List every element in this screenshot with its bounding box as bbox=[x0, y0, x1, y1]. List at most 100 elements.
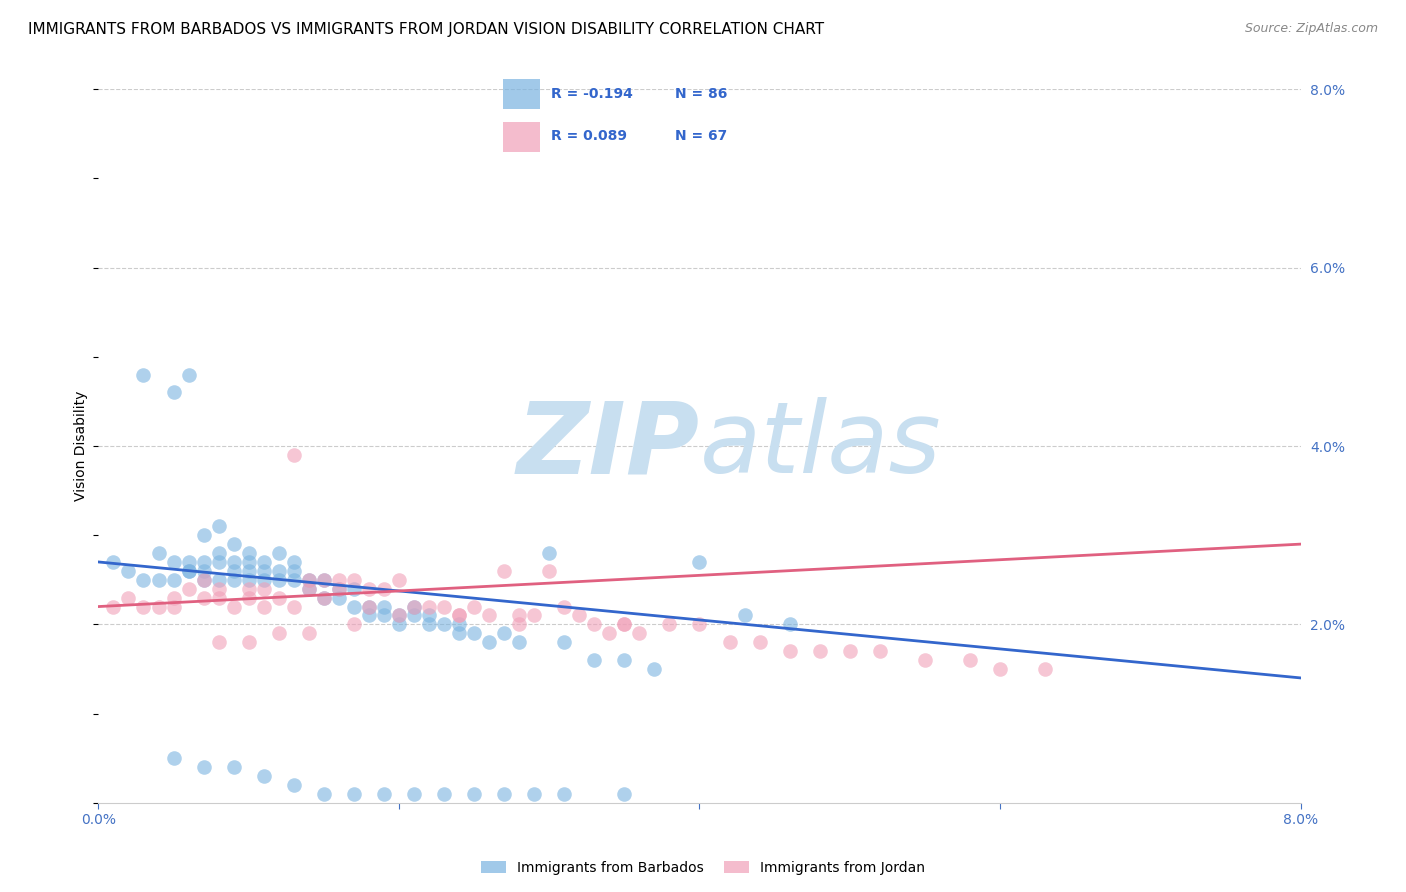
Point bbox=[373, 599, 395, 614]
Point bbox=[238, 546, 260, 560]
Bar bbox=[503, 122, 540, 152]
Point bbox=[538, 546, 561, 560]
Point bbox=[283, 448, 305, 462]
Point bbox=[328, 573, 350, 587]
Point bbox=[253, 573, 276, 587]
Point bbox=[298, 573, 321, 587]
Point bbox=[222, 537, 245, 551]
Point bbox=[779, 617, 801, 632]
Point bbox=[988, 662, 1011, 676]
Point bbox=[162, 591, 184, 605]
Legend: Immigrants from Barbados, Immigrants from Jordan: Immigrants from Barbados, Immigrants fro… bbox=[475, 855, 931, 880]
Point bbox=[222, 573, 245, 587]
Point bbox=[463, 599, 485, 614]
Point bbox=[613, 617, 636, 632]
Point bbox=[208, 555, 231, 569]
Point bbox=[388, 608, 411, 623]
Text: IMMIGRANTS FROM BARBADOS VS IMMIGRANTS FROM JORDAN VISION DISABILITY CORRELATION: IMMIGRANTS FROM BARBADOS VS IMMIGRANTS F… bbox=[28, 22, 824, 37]
Point bbox=[298, 582, 321, 596]
Point bbox=[238, 582, 260, 596]
Point bbox=[914, 653, 936, 667]
Point bbox=[613, 617, 636, 632]
Point bbox=[238, 635, 260, 649]
Point bbox=[628, 626, 651, 640]
Point bbox=[298, 582, 321, 596]
Point bbox=[132, 573, 155, 587]
Point bbox=[238, 573, 260, 587]
Point bbox=[357, 582, 380, 596]
Point bbox=[463, 787, 485, 801]
Point bbox=[553, 787, 575, 801]
Point bbox=[478, 608, 501, 623]
Point bbox=[283, 778, 305, 792]
Point bbox=[343, 617, 366, 632]
Point bbox=[718, 635, 741, 649]
Point bbox=[253, 555, 276, 569]
Point bbox=[208, 573, 231, 587]
Point bbox=[433, 599, 456, 614]
Point bbox=[357, 608, 380, 623]
Point bbox=[162, 573, 184, 587]
Point bbox=[328, 582, 350, 596]
Point bbox=[418, 608, 440, 623]
Point bbox=[779, 644, 801, 658]
Text: R = 0.089: R = 0.089 bbox=[551, 129, 627, 144]
Point bbox=[538, 564, 561, 578]
Point bbox=[613, 787, 636, 801]
Point bbox=[148, 599, 170, 614]
Point bbox=[267, 564, 290, 578]
Point bbox=[267, 591, 290, 605]
Point bbox=[177, 564, 200, 578]
Point bbox=[193, 528, 215, 542]
Point bbox=[193, 591, 215, 605]
Point bbox=[208, 591, 231, 605]
Point bbox=[283, 564, 305, 578]
Point bbox=[132, 368, 155, 382]
Point bbox=[418, 617, 440, 632]
Point bbox=[253, 564, 276, 578]
Point bbox=[253, 599, 276, 614]
Point bbox=[103, 555, 125, 569]
Point bbox=[208, 519, 231, 533]
Point bbox=[177, 564, 200, 578]
Point bbox=[402, 787, 425, 801]
Point bbox=[463, 626, 485, 640]
Point bbox=[222, 760, 245, 774]
Point bbox=[208, 635, 231, 649]
Point bbox=[583, 617, 606, 632]
Point bbox=[494, 564, 516, 578]
Point bbox=[447, 617, 470, 632]
Point bbox=[568, 608, 591, 623]
Point bbox=[162, 599, 184, 614]
Point bbox=[388, 617, 411, 632]
Y-axis label: Vision Disability: Vision Disability bbox=[75, 391, 89, 501]
Point bbox=[283, 555, 305, 569]
Bar bbox=[503, 79, 540, 109]
Point bbox=[869, 644, 891, 658]
Point bbox=[343, 573, 366, 587]
Point bbox=[312, 591, 335, 605]
Point bbox=[494, 787, 516, 801]
Point bbox=[267, 546, 290, 560]
Point bbox=[583, 653, 606, 667]
Point bbox=[658, 617, 681, 632]
Point bbox=[298, 626, 321, 640]
Point bbox=[808, 644, 831, 658]
Point bbox=[748, 635, 770, 649]
Point bbox=[193, 564, 215, 578]
Point bbox=[494, 626, 516, 640]
Point bbox=[267, 573, 290, 587]
Point bbox=[433, 617, 456, 632]
Point bbox=[689, 555, 711, 569]
Text: N = 67: N = 67 bbox=[675, 129, 727, 144]
Point bbox=[343, 787, 366, 801]
Point bbox=[838, 644, 860, 658]
Point bbox=[193, 760, 215, 774]
Point bbox=[1033, 662, 1056, 676]
Point bbox=[508, 635, 530, 649]
Point bbox=[312, 573, 335, 587]
Point bbox=[148, 573, 170, 587]
Point bbox=[222, 564, 245, 578]
Point bbox=[162, 751, 184, 765]
Point bbox=[238, 591, 260, 605]
